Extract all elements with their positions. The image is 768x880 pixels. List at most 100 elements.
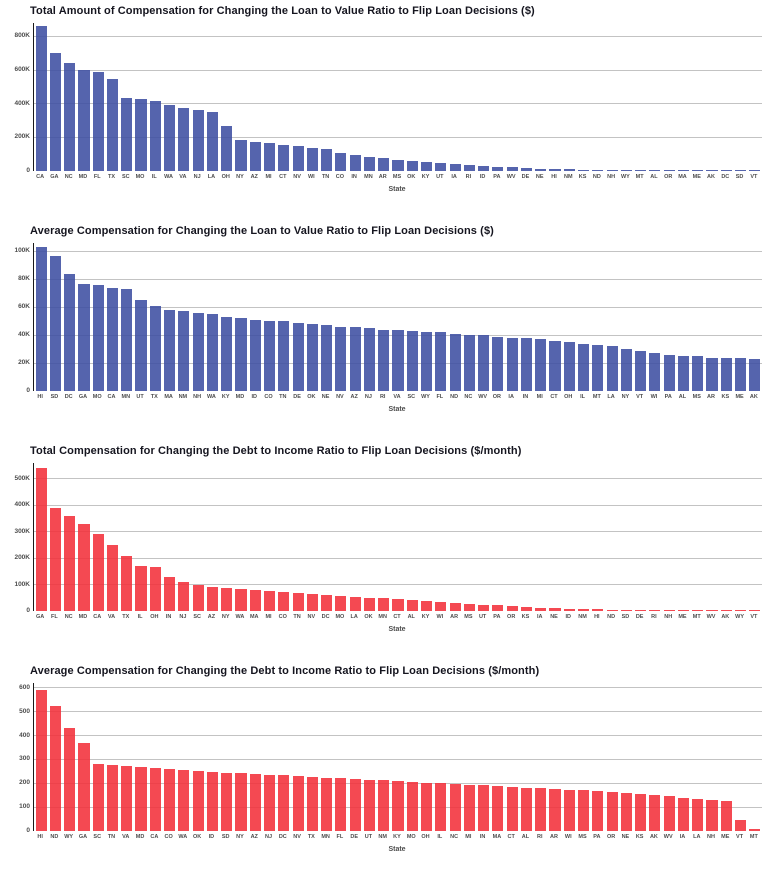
bar-KS (520, 607, 533, 611)
x-tick-label: OR (492, 394, 502, 400)
bar-DC (278, 775, 290, 831)
bar-NH (192, 312, 204, 391)
x-tick-label: WY (620, 174, 630, 180)
x-tick-label: AL (650, 174, 658, 180)
x-tick-label: MN (121, 394, 131, 400)
x-tick-label: MI (265, 614, 272, 620)
y-tick-label: 0 (26, 607, 30, 614)
bar-WI (649, 353, 661, 391)
y-tick-label: 0 (26, 387, 30, 394)
bar-CT (506, 786, 518, 831)
x-tick-label: ID (565, 614, 572, 620)
x-tick-label: NV (336, 394, 344, 400)
bar-IL (149, 101, 161, 171)
x-tick-label: AZ (207, 614, 216, 620)
x-tick-label: RI (536, 834, 543, 840)
y-tick-label: 80K (18, 275, 30, 283)
bar-AL (649, 170, 661, 171)
x-tick-label: MA (678, 174, 687, 180)
gridline (34, 103, 762, 105)
x-tick-label: NH (193, 394, 202, 400)
x-tick-label: AK (749, 394, 758, 400)
bar-WI (306, 148, 318, 171)
gridline (34, 504, 762, 506)
x-tick-label: WI (650, 394, 658, 400)
bar-DC (720, 170, 732, 171)
x-tick-label: MO (335, 614, 345, 620)
bar-PA (492, 166, 504, 171)
bar-OR (606, 792, 618, 831)
bar-MS (463, 603, 475, 611)
gridline (34, 557, 762, 559)
bar-MI (535, 339, 547, 391)
x-tick-label: IL (437, 834, 443, 840)
x-tick-label: WI (436, 614, 444, 620)
x-tick-label: MS (392, 174, 402, 180)
x-tick-label: SD (621, 614, 630, 620)
bar-VA (178, 107, 190, 171)
bar-WV (478, 335, 490, 391)
y-tick-label: 400 (19, 731, 30, 739)
x-axis-label: State (388, 846, 406, 853)
x-tick-label: MD (78, 174, 88, 180)
bar-CT (392, 599, 404, 611)
bar-HI (35, 690, 47, 831)
x-tick-label: IL (580, 394, 585, 400)
bar-KY (420, 600, 433, 611)
bar-ID (249, 319, 261, 391)
y-tick-label: 500K (14, 474, 30, 482)
bar-PA (492, 605, 504, 611)
bar-KS (720, 357, 732, 391)
bar-DE (520, 168, 533, 171)
x-tick-label: AZ (250, 834, 258, 840)
bar-AZ (249, 773, 261, 831)
x-tick-label: SC (93, 834, 102, 840)
x-tick-label: AZ (250, 174, 258, 180)
bar-NJ (192, 109, 204, 171)
x-tick-label: WA (235, 614, 245, 620)
bar-CO (263, 321, 276, 391)
bar-MO (92, 284, 104, 391)
x-tick-label: NV (307, 614, 316, 620)
x-tick-label: RI (651, 614, 657, 620)
bar-KY (420, 161, 433, 171)
x-tick-label: OR (606, 834, 616, 840)
x-tick-label: TX (150, 394, 158, 400)
bar-MA (249, 589, 261, 611)
x-tick-label: UT (436, 174, 444, 180)
bar-VA (392, 329, 404, 391)
bar-OK (192, 770, 204, 831)
x-tick-label: DE (521, 174, 530, 180)
bar-MS (578, 790, 590, 831)
bar-MI (263, 142, 276, 171)
x-tick-label: CT (279, 174, 287, 180)
bar-NE (549, 608, 561, 611)
bar-LA (349, 596, 361, 611)
chart-average-dti-compensation: Average Compensation for Changing the De… (0, 665, 768, 880)
y-tick-label: 200K (14, 133, 30, 141)
bar-MA (492, 786, 504, 831)
x-axis-label: State (388, 186, 406, 193)
x-tick-label: KY (393, 834, 401, 840)
bar-MT (592, 344, 604, 391)
bar-WV (706, 610, 718, 611)
x-tick-label: GA (50, 174, 59, 180)
bar-FL (92, 71, 104, 171)
x-tick-label: OK (407, 174, 416, 180)
gridline (34, 306, 762, 308)
x-tick-label: KY (221, 394, 230, 400)
bar-DC (321, 595, 333, 611)
gridline (34, 711, 762, 713)
x-tick-label: MS (464, 614, 473, 620)
x-tick-label: DC (64, 394, 73, 400)
x-tick-label: SD (50, 394, 59, 400)
x-tick-label: TN (321, 174, 330, 180)
gridline (34, 69, 762, 71)
x-tick-label: ME (692, 174, 701, 180)
x-tick-label: IN (351, 174, 357, 180)
y-tick-label: 100 (19, 803, 30, 811)
bar-WY (64, 728, 76, 831)
x-tick-label: MI (536, 394, 543, 400)
bar-ME (735, 357, 747, 391)
x-tick-label: SC (193, 614, 201, 620)
